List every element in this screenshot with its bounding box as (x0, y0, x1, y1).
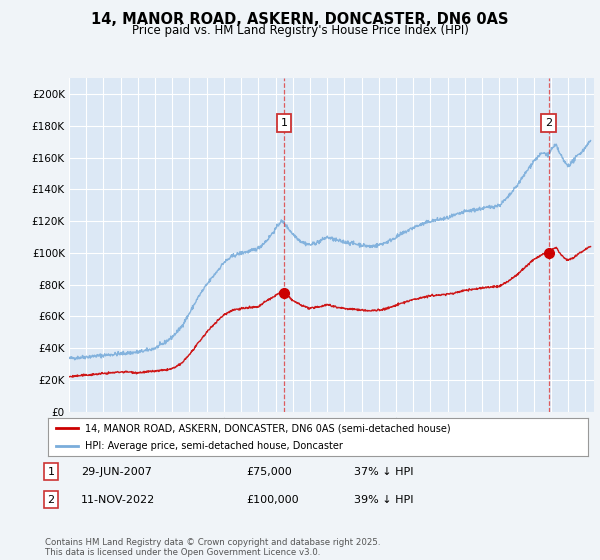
Text: £100,000: £100,000 (246, 494, 299, 505)
Text: 1: 1 (280, 118, 287, 128)
Text: 2: 2 (545, 118, 552, 128)
Text: 37% ↓ HPI: 37% ↓ HPI (354, 466, 413, 477)
Text: 11-NOV-2022: 11-NOV-2022 (81, 494, 155, 505)
Text: 14, MANOR ROAD, ASKERN, DONCASTER, DN6 0AS (semi-detached house): 14, MANOR ROAD, ASKERN, DONCASTER, DN6 0… (85, 423, 451, 433)
Text: 2: 2 (47, 494, 55, 505)
Text: 1: 1 (47, 466, 55, 477)
Text: Contains HM Land Registry data © Crown copyright and database right 2025.
This d: Contains HM Land Registry data © Crown c… (45, 538, 380, 557)
Text: Price paid vs. HM Land Registry's House Price Index (HPI): Price paid vs. HM Land Registry's House … (131, 24, 469, 37)
Text: £75,000: £75,000 (246, 466, 292, 477)
Text: 29-JUN-2007: 29-JUN-2007 (81, 466, 152, 477)
Text: 14, MANOR ROAD, ASKERN, DONCASTER, DN6 0AS: 14, MANOR ROAD, ASKERN, DONCASTER, DN6 0… (91, 12, 509, 27)
Text: HPI: Average price, semi-detached house, Doncaster: HPI: Average price, semi-detached house,… (85, 441, 343, 451)
Text: 39% ↓ HPI: 39% ↓ HPI (354, 494, 413, 505)
